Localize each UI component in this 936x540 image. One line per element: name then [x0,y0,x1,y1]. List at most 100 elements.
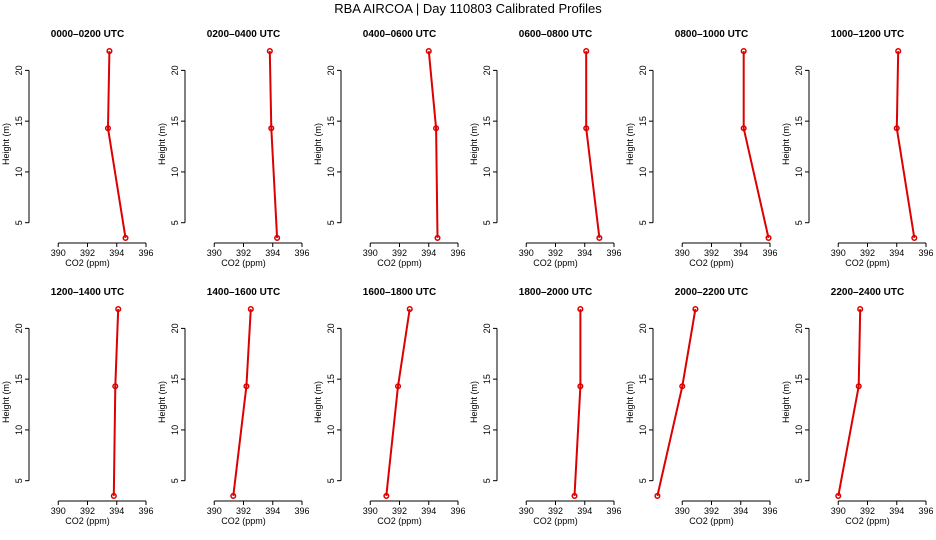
y-axis-label: Height (m) [157,123,167,165]
x-tick-label: 396 [762,506,777,516]
profile-point [383,492,390,499]
profile-point [654,492,661,499]
x-axis-label: CO2 (ppm) [377,516,422,526]
profile-point [115,306,122,313]
profile-line [837,309,862,497]
panel: 1400–1600 UTC 390 392 394 396 5 10 15 20 CO2 (ppm… [157,287,310,526]
y-tick-label: 10 [482,167,492,177]
x-tick-label: 390 [675,248,690,258]
x-tick-label: 394 [733,248,748,258]
x-tick-label: 390 [51,248,66,258]
profile-point [740,125,747,132]
profile-point [110,492,117,499]
panel-title: 0200–0400 UTC [207,29,280,40]
x-tick-label: 394 [577,248,592,258]
panel: 0200–0400 UTC 390 392 394 396 5 10 15 20 CO2 (ppm… [157,29,310,268]
y-tick-label: 5 [482,478,492,483]
x-tick-label: 390 [363,506,378,516]
profile-line [268,51,279,238]
panel-title: 0800–1000 UTC [675,29,748,40]
profile-point [230,492,237,499]
panel: 0800–1000 UTC 390 392 394 396 5 10 15 20 CO2 (ppm… [625,29,778,268]
y-axis-label: Height (m) [781,123,791,165]
y-axis-label: Height (m) [781,381,791,423]
x-tick-label: 390 [207,248,222,258]
y-axis-label: Height (m) [625,123,635,165]
y-tick-label: 5 [326,478,336,483]
profile-point [112,383,119,390]
y-tick-label: 20 [638,65,648,75]
panel-title: 1600–1800 UTC [363,287,436,298]
profile-point [911,234,918,241]
profile-point [895,48,902,55]
profile-point [679,383,686,390]
x-tick-label: 394 [421,506,436,516]
y-tick-label: 15 [482,374,492,384]
x-axis-label: CO2 (ppm) [221,516,266,526]
panel: 2000–2200 UTC 390 392 394 396 5 10 15 20 CO2 (ppm… [625,287,778,526]
y-tick-label: 10 [326,167,336,177]
panel-title: 1000–1200 UTC [831,29,904,40]
x-tick-label: 394 [733,506,748,516]
x-axis-label: CO2 (ppm) [533,258,578,268]
y-tick-label: 15 [14,374,24,384]
profile-point [394,383,402,390]
y-tick-label: 5 [482,220,492,225]
x-tick-label: 392 [392,506,407,516]
x-tick-label: 390 [519,248,534,258]
y-tick-label: 20 [170,65,180,75]
y-tick-label: 15 [794,116,804,126]
x-tick-label: 396 [138,248,153,258]
y-tick-label: 15 [326,116,336,126]
y-tick-label: 5 [170,220,180,225]
y-tick-label: 20 [326,323,336,333]
y-tick-label: 15 [14,116,24,126]
profile-point [247,306,254,313]
panel: 1600–1800 UTC 390 392 394 396 5 10 15 20 CO2 (ppm… [313,287,466,526]
y-tick-label: 5 [638,220,648,225]
y-tick-label: 5 [638,478,648,483]
x-tick-label: 392 [236,506,251,516]
x-tick-label: 394 [109,248,124,258]
x-axis-label: CO2 (ppm) [845,258,890,268]
profile-point [406,306,413,313]
y-axis-label: Height (m) [313,123,323,165]
x-axis-label: CO2 (ppm) [221,258,266,268]
profile-line [106,51,127,239]
x-tick-label: 392 [80,248,95,258]
y-tick-label: 15 [794,374,804,384]
y-axis-label: Height (m) [1,123,11,165]
y-tick-label: 20 [482,323,492,333]
panel-title: 0600–0800 UTC [519,29,592,40]
x-tick-label: 390 [675,506,690,516]
x-tick-label: 394 [421,248,436,258]
profile-point [434,234,441,241]
y-tick-label: 10 [482,425,492,435]
profile-point [855,383,862,390]
panel-title: 0400–0600 UTC [363,29,436,40]
y-tick-label: 15 [170,374,180,384]
x-axis-label: CO2 (ppm) [533,516,578,526]
x-tick-label: 392 [548,248,563,258]
x-tick-label: 390 [207,506,222,516]
y-tick-label: 20 [794,323,804,333]
profile-point [106,48,113,55]
profile-line [895,51,916,239]
y-tick-label: 20 [14,323,24,333]
x-tick-label: 396 [294,506,309,516]
x-axis-label: CO2 (ppm) [845,516,890,526]
y-tick-label: 15 [638,374,648,384]
x-tick-label: 396 [918,506,933,516]
figure-title: RBA AIRCOA | Day 110803 Calibrated Profi… [334,1,602,16]
x-tick-label: 392 [704,506,719,516]
y-axis-label: Height (m) [157,381,167,423]
x-tick-label: 394 [889,248,904,258]
x-tick-label: 392 [80,506,95,516]
x-tick-label: 394 [265,506,280,516]
y-axis-label: Height (m) [313,381,323,423]
x-tick-label: 396 [606,506,621,516]
x-axis-label: CO2 (ppm) [65,516,110,526]
y-tick-label: 5 [794,220,804,225]
profile-point [268,125,275,132]
